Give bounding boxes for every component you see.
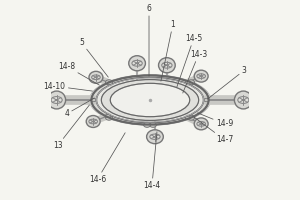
Text: 13: 13 [53, 105, 89, 150]
Text: 14-6: 14-6 [89, 133, 125, 184]
Ellipse shape [194, 70, 208, 82]
Ellipse shape [150, 134, 160, 139]
Ellipse shape [188, 115, 194, 120]
Ellipse shape [89, 75, 211, 125]
Ellipse shape [144, 122, 151, 127]
Ellipse shape [197, 122, 206, 126]
Ellipse shape [129, 56, 146, 71]
Ellipse shape [89, 71, 103, 83]
Ellipse shape [197, 74, 206, 78]
Ellipse shape [96, 77, 204, 123]
Ellipse shape [51, 97, 62, 103]
Ellipse shape [162, 62, 172, 68]
Text: 14-7: 14-7 [194, 117, 233, 144]
Ellipse shape [204, 98, 209, 102]
Ellipse shape [158, 58, 175, 73]
Ellipse shape [48, 91, 66, 109]
Text: 3: 3 [208, 66, 247, 99]
Text: 4: 4 [64, 98, 94, 118]
Ellipse shape [194, 118, 208, 130]
Ellipse shape [101, 80, 199, 120]
Ellipse shape [92, 75, 208, 125]
Ellipse shape [234, 91, 252, 109]
Ellipse shape [105, 114, 111, 118]
Text: 14-3: 14-3 [183, 50, 207, 93]
Ellipse shape [89, 119, 98, 124]
Ellipse shape [110, 83, 190, 117]
Ellipse shape [188, 80, 194, 85]
Ellipse shape [149, 122, 156, 127]
Ellipse shape [92, 75, 100, 80]
Ellipse shape [132, 60, 142, 66]
Ellipse shape [92, 121, 94, 122]
Ellipse shape [185, 116, 191, 119]
Ellipse shape [106, 80, 112, 85]
Ellipse shape [91, 98, 96, 102]
Text: 14-9: 14-9 [198, 113, 233, 128]
Ellipse shape [136, 63, 139, 64]
Text: 5: 5 [79, 38, 108, 77]
Text: 6: 6 [147, 4, 152, 76]
Text: 14-8: 14-8 [58, 62, 99, 85]
Ellipse shape [238, 97, 249, 103]
Ellipse shape [147, 130, 163, 144]
Ellipse shape [107, 82, 113, 85]
Text: 14-10: 14-10 [44, 82, 92, 91]
Ellipse shape [106, 115, 112, 120]
Ellipse shape [185, 81, 191, 84]
Text: 14-5: 14-5 [177, 34, 202, 87]
Text: 1: 1 [161, 20, 175, 81]
Text: 14-4: 14-4 [143, 132, 161, 190]
Ellipse shape [86, 116, 100, 127]
